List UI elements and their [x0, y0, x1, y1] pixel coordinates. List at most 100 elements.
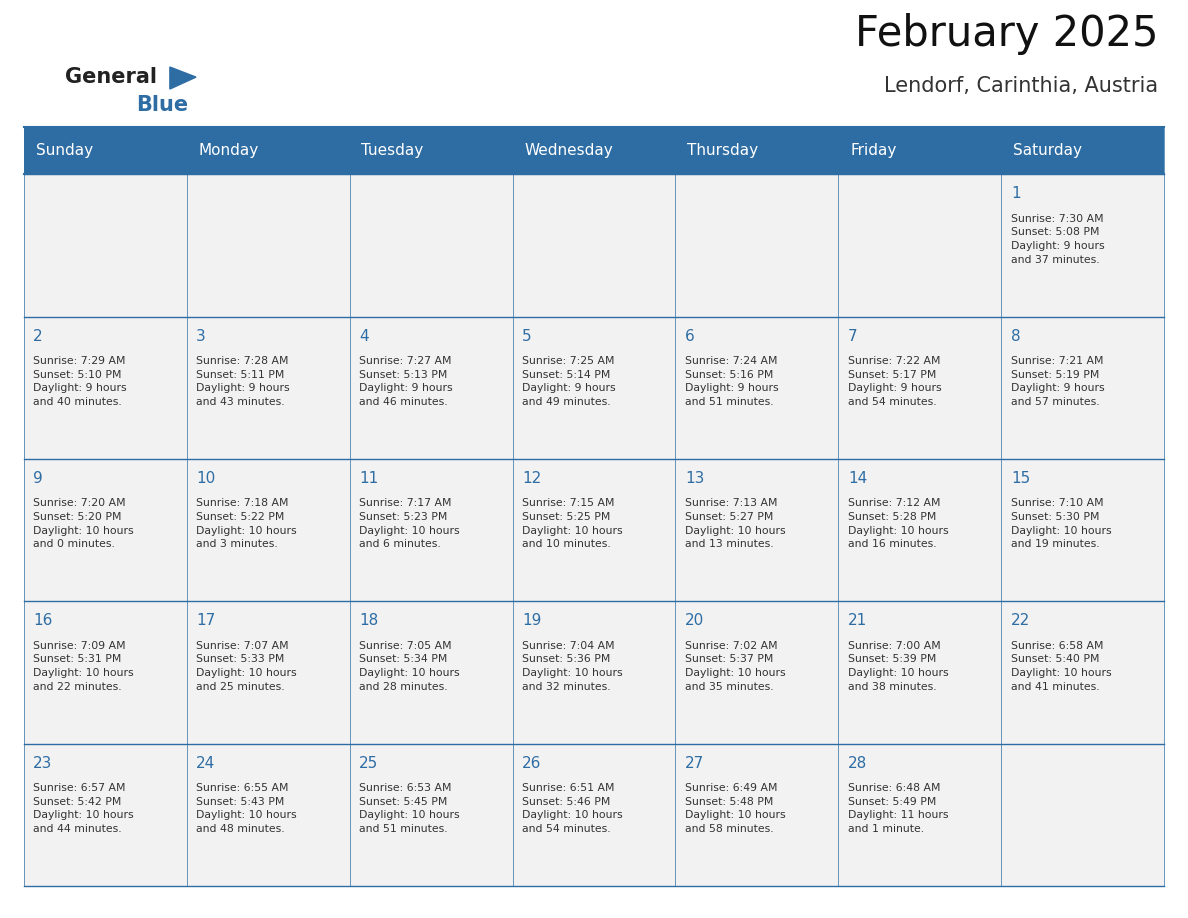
Text: Sunrise: 7:28 AM
Sunset: 5:11 PM
Daylight: 9 hours
and 43 minutes.: Sunrise: 7:28 AM Sunset: 5:11 PM Dayligh… [196, 356, 290, 407]
Bar [839, 317, 1001, 459]
Text: Sunrise: 7:00 AM
Sunset: 5:39 PM
Daylight: 10 hours
and 38 minutes.: Sunrise: 7:00 AM Sunset: 5:39 PM Dayligh… [848, 641, 948, 691]
Bar [349, 317, 512, 459]
Bar [187, 601, 349, 744]
Text: 22: 22 [1011, 613, 1030, 628]
Text: 1: 1 [1011, 186, 1020, 201]
Bar [24, 744, 187, 886]
Text: Sunrise: 6:49 AM
Sunset: 5:48 PM
Daylight: 10 hours
and 58 minutes.: Sunrise: 6:49 AM Sunset: 5:48 PM Dayligh… [685, 783, 785, 834]
Bar [1001, 317, 1164, 459]
Text: Sunrise: 6:55 AM
Sunset: 5:43 PM
Daylight: 10 hours
and 48 minutes.: Sunrise: 6:55 AM Sunset: 5:43 PM Dayligh… [196, 783, 297, 834]
Text: 7: 7 [848, 329, 858, 343]
Text: Sunrise: 7:04 AM
Sunset: 5:36 PM
Daylight: 10 hours
and 32 minutes.: Sunrise: 7:04 AM Sunset: 5:36 PM Dayligh… [522, 641, 623, 691]
Text: General: General [65, 67, 157, 87]
Text: Sunrise: 6:51 AM
Sunset: 5:46 PM
Daylight: 10 hours
and 54 minutes.: Sunrise: 6:51 AM Sunset: 5:46 PM Dayligh… [522, 783, 623, 834]
Text: Sunrise: 7:02 AM
Sunset: 5:37 PM
Daylight: 10 hours
and 35 minutes.: Sunrise: 7:02 AM Sunset: 5:37 PM Dayligh… [685, 641, 785, 691]
Text: Wednesday: Wednesday [524, 143, 613, 158]
Text: Sunrise: 7:15 AM
Sunset: 5:25 PM
Daylight: 10 hours
and 10 minutes.: Sunrise: 7:15 AM Sunset: 5:25 PM Dayligh… [522, 498, 623, 549]
Text: Sunrise: 7:22 AM
Sunset: 5:17 PM
Daylight: 9 hours
and 54 minutes.: Sunrise: 7:22 AM Sunset: 5:17 PM Dayligh… [848, 356, 942, 407]
Text: 14: 14 [848, 471, 867, 486]
Text: Sunrise: 6:57 AM
Sunset: 5:42 PM
Daylight: 10 hours
and 44 minutes.: Sunrise: 6:57 AM Sunset: 5:42 PM Dayligh… [33, 783, 134, 834]
Text: Sunrise: 7:25 AM
Sunset: 5:14 PM
Daylight: 9 hours
and 49 minutes.: Sunrise: 7:25 AM Sunset: 5:14 PM Dayligh… [522, 356, 615, 407]
Bar [24, 127, 1164, 174]
Text: Sunrise: 6:48 AM
Sunset: 5:49 PM
Daylight: 11 hours
and 1 minute.: Sunrise: 6:48 AM Sunset: 5:49 PM Dayligh… [848, 783, 948, 834]
Bar [839, 459, 1001, 601]
Bar [676, 601, 839, 744]
Text: 11: 11 [359, 471, 378, 486]
Text: Friday: Friday [851, 143, 897, 158]
Text: 26: 26 [522, 756, 542, 770]
Text: Sunday: Sunday [36, 143, 93, 158]
Text: 12: 12 [522, 471, 542, 486]
Text: Sunrise: 7:05 AM
Sunset: 5:34 PM
Daylight: 10 hours
and 28 minutes.: Sunrise: 7:05 AM Sunset: 5:34 PM Dayligh… [359, 641, 460, 691]
Text: 6: 6 [685, 329, 695, 343]
Bar [676, 744, 839, 886]
Bar [839, 601, 1001, 744]
Bar [512, 174, 676, 317]
Bar [24, 459, 187, 601]
Bar [839, 744, 1001, 886]
Bar [512, 317, 676, 459]
Bar [187, 317, 349, 459]
Bar [1001, 601, 1164, 744]
Text: 4: 4 [359, 329, 368, 343]
Text: 13: 13 [685, 471, 704, 486]
Bar [24, 317, 187, 459]
Bar [676, 459, 839, 601]
Text: Lendorf, Carinthia, Austria: Lendorf, Carinthia, Austria [884, 76, 1158, 96]
Bar [512, 459, 676, 601]
Text: Tuesday: Tuesday [361, 143, 424, 158]
Text: 5: 5 [522, 329, 532, 343]
Bar [1001, 174, 1164, 317]
Text: 28: 28 [848, 756, 867, 770]
Bar [1001, 744, 1164, 886]
Text: 9: 9 [33, 471, 43, 486]
Text: Sunrise: 7:18 AM
Sunset: 5:22 PM
Daylight: 10 hours
and 3 minutes.: Sunrise: 7:18 AM Sunset: 5:22 PM Dayligh… [196, 498, 297, 549]
Text: Sunrise: 7:20 AM
Sunset: 5:20 PM
Daylight: 10 hours
and 0 minutes.: Sunrise: 7:20 AM Sunset: 5:20 PM Dayligh… [33, 498, 134, 549]
Text: Saturday: Saturday [1013, 143, 1082, 158]
Bar [24, 601, 187, 744]
Text: 27: 27 [685, 756, 704, 770]
Bar [187, 459, 349, 601]
Text: 21: 21 [848, 613, 867, 628]
Text: Monday: Monday [198, 143, 259, 158]
Bar [187, 174, 349, 317]
Text: 23: 23 [33, 756, 52, 770]
Text: Sunrise: 7:10 AM
Sunset: 5:30 PM
Daylight: 10 hours
and 19 minutes.: Sunrise: 7:10 AM Sunset: 5:30 PM Dayligh… [1011, 498, 1112, 549]
Text: Thursday: Thursday [688, 143, 758, 158]
Text: 8: 8 [1011, 329, 1020, 343]
Text: Sunrise: 7:17 AM
Sunset: 5:23 PM
Daylight: 10 hours
and 6 minutes.: Sunrise: 7:17 AM Sunset: 5:23 PM Dayligh… [359, 498, 460, 549]
Text: 15: 15 [1011, 471, 1030, 486]
Text: 20: 20 [685, 613, 704, 628]
Text: 18: 18 [359, 613, 378, 628]
Text: 3: 3 [196, 329, 206, 343]
Text: Sunrise: 7:13 AM
Sunset: 5:27 PM
Daylight: 10 hours
and 13 minutes.: Sunrise: 7:13 AM Sunset: 5:27 PM Dayligh… [685, 498, 785, 549]
Bar [676, 174, 839, 317]
Text: Sunrise: 6:58 AM
Sunset: 5:40 PM
Daylight: 10 hours
and 41 minutes.: Sunrise: 6:58 AM Sunset: 5:40 PM Dayligh… [1011, 641, 1112, 691]
Text: 24: 24 [196, 756, 215, 770]
Text: Sunrise: 7:12 AM
Sunset: 5:28 PM
Daylight: 10 hours
and 16 minutes.: Sunrise: 7:12 AM Sunset: 5:28 PM Dayligh… [848, 498, 948, 549]
Text: Sunrise: 6:53 AM
Sunset: 5:45 PM
Daylight: 10 hours
and 51 minutes.: Sunrise: 6:53 AM Sunset: 5:45 PM Dayligh… [359, 783, 460, 834]
Text: Sunrise: 7:30 AM
Sunset: 5:08 PM
Daylight: 9 hours
and 37 minutes.: Sunrise: 7:30 AM Sunset: 5:08 PM Dayligh… [1011, 214, 1105, 264]
Text: 2: 2 [33, 329, 43, 343]
Bar [676, 317, 839, 459]
Bar [24, 174, 187, 317]
Text: 25: 25 [359, 756, 378, 770]
Text: Sunrise: 7:24 AM
Sunset: 5:16 PM
Daylight: 9 hours
and 51 minutes.: Sunrise: 7:24 AM Sunset: 5:16 PM Dayligh… [685, 356, 778, 407]
Text: 17: 17 [196, 613, 215, 628]
Text: 16: 16 [33, 613, 52, 628]
Text: Blue: Blue [137, 95, 189, 115]
Polygon shape [170, 67, 196, 89]
Text: 19: 19 [522, 613, 542, 628]
Bar [1001, 459, 1164, 601]
Bar [349, 744, 512, 886]
Text: Sunrise: 7:09 AM
Sunset: 5:31 PM
Daylight: 10 hours
and 22 minutes.: Sunrise: 7:09 AM Sunset: 5:31 PM Dayligh… [33, 641, 134, 691]
Text: Sunrise: 7:21 AM
Sunset: 5:19 PM
Daylight: 9 hours
and 57 minutes.: Sunrise: 7:21 AM Sunset: 5:19 PM Dayligh… [1011, 356, 1105, 407]
Bar [349, 459, 512, 601]
Bar [349, 174, 512, 317]
Text: Sunrise: 7:29 AM
Sunset: 5:10 PM
Daylight: 9 hours
and 40 minutes.: Sunrise: 7:29 AM Sunset: 5:10 PM Dayligh… [33, 356, 127, 407]
Bar [187, 744, 349, 886]
Text: 10: 10 [196, 471, 215, 486]
Bar [839, 174, 1001, 317]
Text: February 2025: February 2025 [855, 13, 1158, 55]
Text: Sunrise: 7:27 AM
Sunset: 5:13 PM
Daylight: 9 hours
and 46 minutes.: Sunrise: 7:27 AM Sunset: 5:13 PM Dayligh… [359, 356, 453, 407]
